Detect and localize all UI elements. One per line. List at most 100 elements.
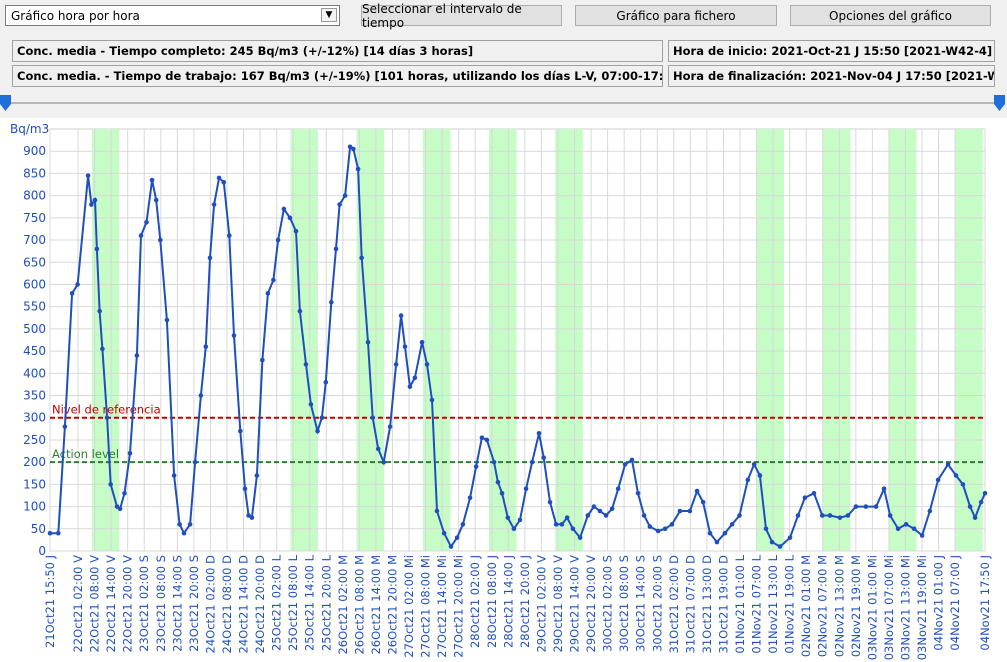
slider-handle[interactable] <box>0 95 11 111</box>
data-point <box>787 535 793 540</box>
data-point <box>827 513 833 518</box>
x-tick-label: 26Oct21 20:00 M <box>385 555 399 655</box>
x-tick-label: 31Oct21 13:00 D <box>700 555 714 654</box>
data-point <box>171 473 177 478</box>
data-point <box>164 317 170 323</box>
data-point <box>597 508 603 514</box>
data-point <box>393 362 399 367</box>
y-tick-label: 200 <box>23 455 46 469</box>
work-hours-band <box>955 129 983 551</box>
data-point <box>669 522 675 527</box>
y-axis-label: Bq/m3 <box>10 122 49 136</box>
slider-handle[interactable] <box>994 95 1005 111</box>
x-tick-label: 29Oct21 08:00 V <box>551 555 565 653</box>
data-point <box>108 482 113 487</box>
data-point <box>211 202 217 207</box>
data-point <box>641 513 647 518</box>
data-point <box>536 430 542 436</box>
data-point <box>319 415 325 421</box>
data-point <box>275 237 281 243</box>
data-point <box>381 459 387 465</box>
work-hours-band <box>555 129 583 551</box>
data-point <box>491 459 497 465</box>
data-point <box>238 428 243 434</box>
data-point <box>603 513 609 518</box>
x-tick-label: 29Oct21 02:00 V <box>534 555 548 653</box>
data-point <box>911 526 917 532</box>
x-tick-label: 25Oct21 14:00 L <box>303 554 317 651</box>
x-tick-label: 27Oct21 14:00 Mi <box>435 555 449 658</box>
x-tick-label: 01Nov21 07:00 L <box>750 554 764 653</box>
data-point <box>94 246 100 252</box>
y-tick-label: 450 <box>23 344 46 358</box>
data-point <box>763 526 769 532</box>
x-tick-label: 24Oct21 02:00 D <box>203 555 217 654</box>
data-point <box>529 459 535 465</box>
data-point <box>505 515 511 520</box>
y-tick-label: 400 <box>23 366 46 380</box>
data-point <box>499 490 505 496</box>
data-point <box>104 415 110 421</box>
data-point <box>347 144 353 150</box>
data-point <box>424 362 430 367</box>
data-point <box>511 526 517 532</box>
data-point <box>570 526 576 532</box>
button[interactable]: Opciones del gráfico <box>790 5 991 26</box>
data-point <box>355 166 361 172</box>
data-point <box>207 255 213 261</box>
data-point <box>903 522 909 527</box>
data-point <box>402 344 408 349</box>
x-tick-label: 22Oct21 02:00 V <box>71 555 85 653</box>
y-tick-label: 700 <box>23 233 46 247</box>
x-tick-label: 23Oct21 02:00 S <box>137 555 151 652</box>
y-tick-label: 650 <box>23 255 46 269</box>
data-point <box>982 490 988 496</box>
x-tick-label: 03Nov21 13:00 Mi <box>898 555 912 660</box>
data-point <box>226 233 232 238</box>
data-point <box>281 206 287 212</box>
dropdown-arrow[interactable]: ▼ <box>321 8 337 22</box>
data-point <box>297 308 303 314</box>
button[interactable]: Seleccionar el intervalo de tiempo <box>361 2 562 30</box>
y-tick-label: 150 <box>23 477 46 491</box>
work-hours-band <box>290 129 319 551</box>
info-box: Hora de inicio: 2021-Oct-21 J 15:50 [202… <box>668 40 995 62</box>
x-tick-label: 01Nov21 01:00 L <box>733 554 747 653</box>
data-point <box>407 384 413 389</box>
data-point <box>47 530 53 536</box>
data-point <box>337 202 342 207</box>
x-tick-label: 21Oct21 15:50 J <box>43 555 57 648</box>
data-point <box>745 477 751 483</box>
x-tick-label: 02Nov21 13:00 M <box>832 555 846 657</box>
data-point <box>591 504 597 509</box>
data-point <box>757 473 763 478</box>
data-point <box>564 515 570 520</box>
range-slider[interactable] <box>0 92 1007 114</box>
x-tick-label: 03Nov21 19:00 Mi <box>915 555 929 660</box>
dropdown[interactable]: Gráfico hora por hora ▼ <box>5 5 340 26</box>
x-tick-label: 29Oct21 20:00 V <box>584 555 598 653</box>
button[interactable]: Gráfico para fichero <box>575 5 777 26</box>
y-tick-label: 900 <box>23 144 46 158</box>
data-point <box>62 424 68 429</box>
data-point <box>700 499 706 505</box>
data-point <box>819 513 825 518</box>
data-point <box>192 459 198 465</box>
data-point <box>473 464 479 469</box>
data-point <box>323 379 329 385</box>
reference-label: Action level <box>52 447 119 461</box>
info-box: Hora de finalización: 2021-Nov-04 J 17:5… <box>668 65 995 87</box>
x-tick-label: 04Nov21 17:50 J <box>978 555 992 651</box>
x-tick-label: 25Oct21 20:00 L <box>319 554 333 651</box>
x-tick-label: 02Nov21 07:00 M <box>816 555 830 657</box>
y-tick-label: 750 <box>23 211 46 225</box>
data-point <box>271 277 276 283</box>
chart: Bq/m3 0 50 100 150 200 250 300 350 400 450 500 550 6… <box>0 118 1007 662</box>
info-box: Conc. media. - Tiempo de trabajo: 167 Bq… <box>12 65 663 87</box>
x-tick-label: 04Nov21 07:00 J <box>948 555 962 651</box>
data-point <box>662 526 668 532</box>
work-hours-band <box>356 129 385 551</box>
data-point <box>737 513 742 518</box>
data-point <box>342 193 348 198</box>
data-point <box>960 482 966 487</box>
